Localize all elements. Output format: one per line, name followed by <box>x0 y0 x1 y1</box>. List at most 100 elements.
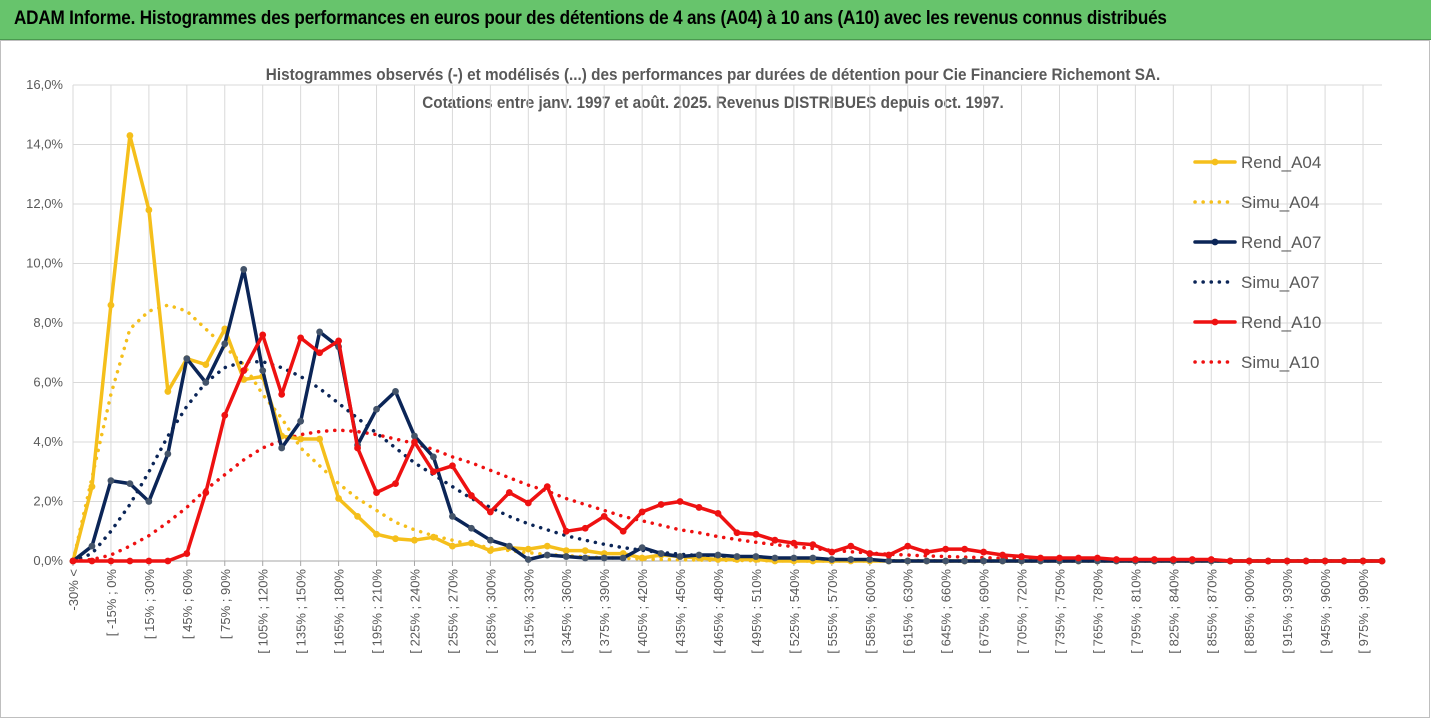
data-point <box>316 328 324 336</box>
data-point <box>1321 557 1329 565</box>
data-point <box>543 542 551 550</box>
series-line-rend-a07 <box>71 267 1384 563</box>
data-point <box>430 533 437 541</box>
x-tick-label: [ 165% ; 180% <box>332 569 347 654</box>
x-tick-label: [ 675% ; 690% <box>977 569 992 654</box>
legend-label: Rend_A04 <box>1241 153 1321 172</box>
x-tick-label: [ 435% ; 450% <box>673 569 688 654</box>
data-point <box>581 524 589 532</box>
x-tick-label: [ 285% ; 300% <box>483 569 498 654</box>
data-point <box>164 388 172 395</box>
data-point <box>126 480 134 488</box>
data-point <box>828 548 836 556</box>
data-point <box>714 551 722 559</box>
data-point <box>164 557 172 565</box>
x-tick-label: [ 135% ; 150% <box>294 569 309 654</box>
data-point <box>638 544 646 552</box>
y-tick-label: 16,0% <box>26 77 63 92</box>
x-tick-label: [ 195% ; 210% <box>370 569 385 654</box>
data-point <box>1075 554 1082 562</box>
data-point <box>695 551 703 559</box>
data-point <box>126 132 134 139</box>
data-point <box>638 554 646 562</box>
y-tick-label: 12,0% <box>26 196 63 211</box>
data-point <box>847 556 855 563</box>
data-point <box>1226 557 1234 565</box>
data-point <box>107 477 115 485</box>
data-point <box>259 367 267 374</box>
legend-marker <box>1211 158 1219 166</box>
data-point <box>183 355 191 363</box>
data-point <box>790 539 798 547</box>
x-tick-label: [ 345% ; 360% <box>559 569 574 654</box>
data-point <box>866 556 874 563</box>
y-tick-label: 8,0% <box>33 315 63 330</box>
data-point <box>392 388 399 395</box>
legend-label: Simu_A10 <box>1241 353 1319 372</box>
data-point <box>240 367 248 374</box>
data-point <box>980 557 988 565</box>
x-tick-label: [ 855% ; 870% <box>1204 569 1219 654</box>
x-tick-label: [ 975% ; 990% <box>1356 569 1371 654</box>
x-tick-label: [ 405% ; 420% <box>635 569 650 654</box>
data-point <box>562 547 570 554</box>
x-tick-label: [ 585% ; 600% <box>863 569 878 654</box>
data-point <box>202 361 210 369</box>
data-point <box>847 542 855 550</box>
data-point <box>1207 556 1215 563</box>
data-point <box>1359 557 1367 565</box>
data-point <box>980 548 988 556</box>
data-point <box>714 510 722 517</box>
data-point <box>1150 556 1158 563</box>
x-tick-label: [ 915% ; 930% <box>1280 569 1295 654</box>
data-point <box>657 550 665 557</box>
data-point <box>619 554 627 562</box>
x-tick-label: [ 735% ; 750% <box>1052 569 1067 654</box>
data-point <box>486 536 494 544</box>
data-point <box>88 542 96 550</box>
data-point <box>581 554 589 562</box>
data-point <box>164 450 172 458</box>
data-point <box>221 411 229 419</box>
y-tick-label: 6,0% <box>33 375 63 390</box>
data-point <box>354 444 361 452</box>
data-point <box>69 557 77 565</box>
data-point <box>1378 557 1386 565</box>
data-point <box>771 554 779 562</box>
series-line-simu-a10 <box>71 428 1384 563</box>
x-tick-label: [ 525% ; 540% <box>787 569 802 654</box>
y-tick-label: 4,0% <box>33 434 63 449</box>
data-point <box>999 557 1006 565</box>
data-point <box>278 444 286 452</box>
data-point <box>373 489 380 496</box>
data-point <box>107 557 115 565</box>
data-point <box>88 483 96 491</box>
x-tick-label: [ 645% ; 660% <box>939 569 954 654</box>
x-tick-label: [ 615% ; 630% <box>901 569 916 654</box>
data-point <box>107 301 115 309</box>
data-point <box>373 405 380 413</box>
data-point <box>790 554 798 562</box>
data-point <box>676 498 684 505</box>
data-point <box>942 545 950 553</box>
data-point <box>392 480 399 488</box>
data-point <box>1188 556 1196 563</box>
data-point <box>297 417 305 425</box>
data-point <box>335 495 342 502</box>
data-point <box>411 438 418 446</box>
data-point <box>999 551 1006 559</box>
data-point <box>430 453 437 461</box>
data-point <box>335 337 342 345</box>
data-point <box>885 551 893 559</box>
chart-subtitle: Cotations entre janv. 1997 et août. 2025… <box>422 93 1004 112</box>
x-tick-label: [ 75% ; 90% <box>218 569 233 640</box>
legend-label: Simu_A04 <box>1241 193 1319 212</box>
report-title: ADAM Informe. Histogrammes des performan… <box>14 8 1167 29</box>
data-point <box>373 530 380 538</box>
data-point <box>449 462 456 470</box>
data-point <box>961 545 969 553</box>
data-point <box>1264 557 1272 565</box>
data-point <box>145 498 153 505</box>
data-point <box>449 542 456 550</box>
legend-label: Rend_A07 <box>1241 233 1321 252</box>
